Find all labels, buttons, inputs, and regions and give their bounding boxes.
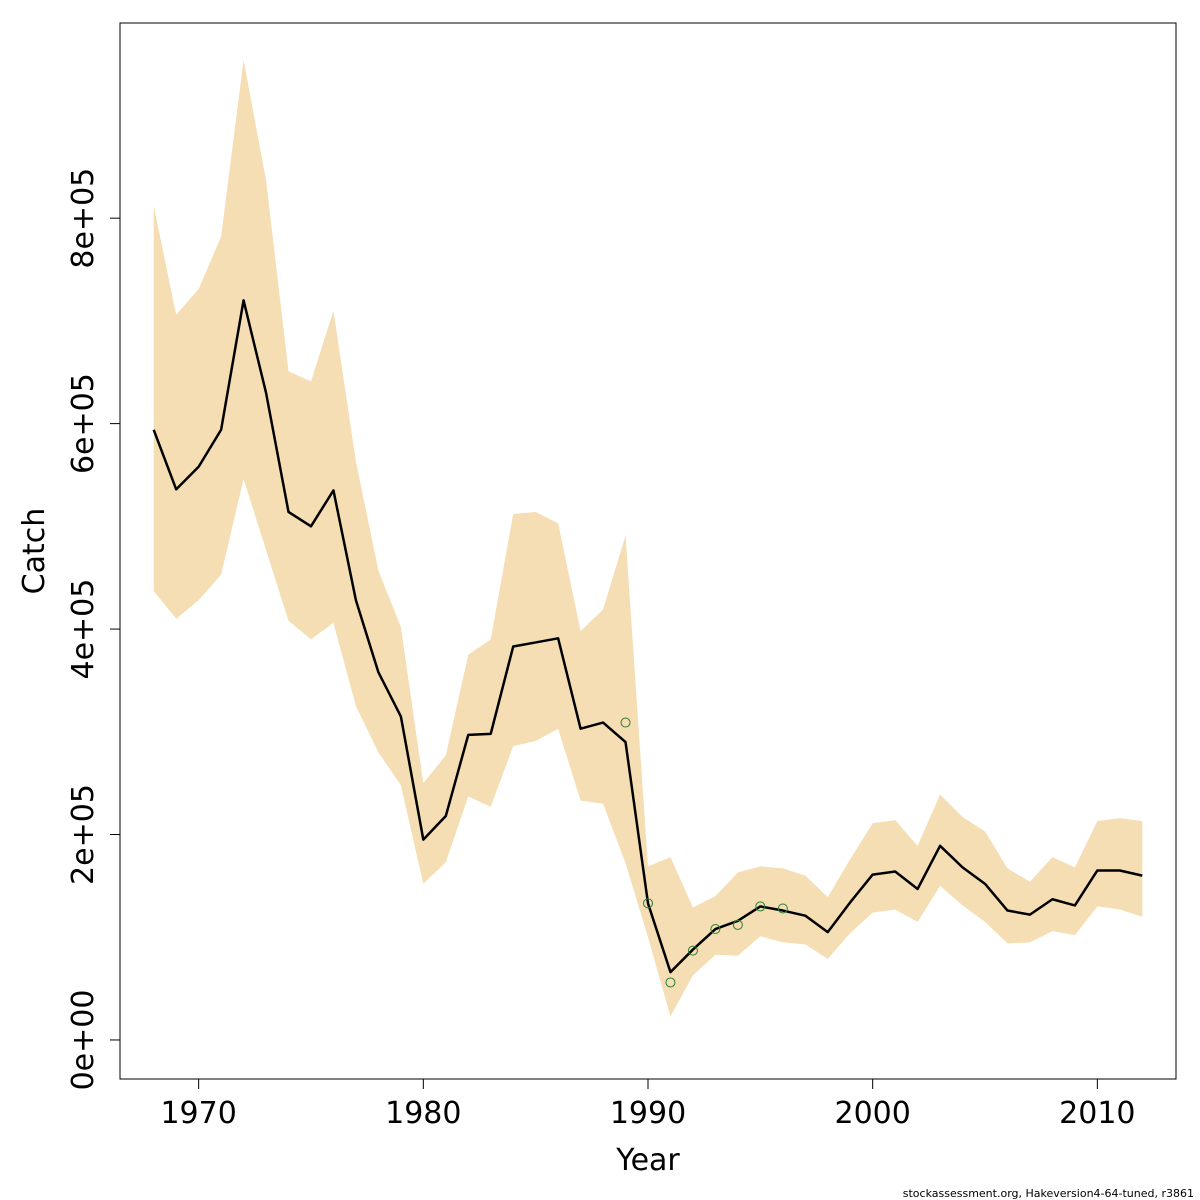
x-tick-label: 2010 [1059, 1096, 1135, 1131]
x-axis: 1970 1980 1990 2000 2010 [160, 1078, 1136, 1131]
x-tick-label: 2000 [835, 1096, 911, 1131]
observed-point [665, 977, 676, 988]
confidence-band-layer [153, 59, 1143, 1017]
observed-point [620, 717, 631, 728]
observed-point [687, 945, 698, 956]
observed-point [710, 924, 721, 935]
catch-line-layer [152, 299, 1143, 974]
x-tick-label: 1980 [385, 1096, 461, 1131]
observed-point [777, 903, 788, 914]
catch-line [152, 299, 1143, 974]
x-tick-label: 1970 [160, 1096, 236, 1131]
observed-point [755, 901, 766, 912]
x-axis-title: Year [615, 1143, 680, 1178]
y-tick-label: 6e+05 [66, 373, 101, 474]
observed-point [732, 919, 743, 930]
observed-point [643, 898, 653, 909]
x-tick-label: 1990 [610, 1096, 686, 1131]
footer-credit: stockassessment.org, Hakeversion4-64-tun… [903, 1187, 1194, 1200]
y-axis: 0e+00 2e+05 4e+05 6e+05 8e+05 [66, 168, 121, 1091]
y-axis-title: Catch [17, 508, 52, 595]
y-tick-label: 8e+05 [66, 168, 101, 269]
observed-points-layer [620, 717, 788, 988]
y-tick-label: 2e+05 [66, 784, 101, 885]
y-tick-label: 4e+05 [66, 579, 101, 680]
confidence-band [153, 59, 1143, 1017]
y-tick-label: 0e+00 [66, 990, 101, 1091]
